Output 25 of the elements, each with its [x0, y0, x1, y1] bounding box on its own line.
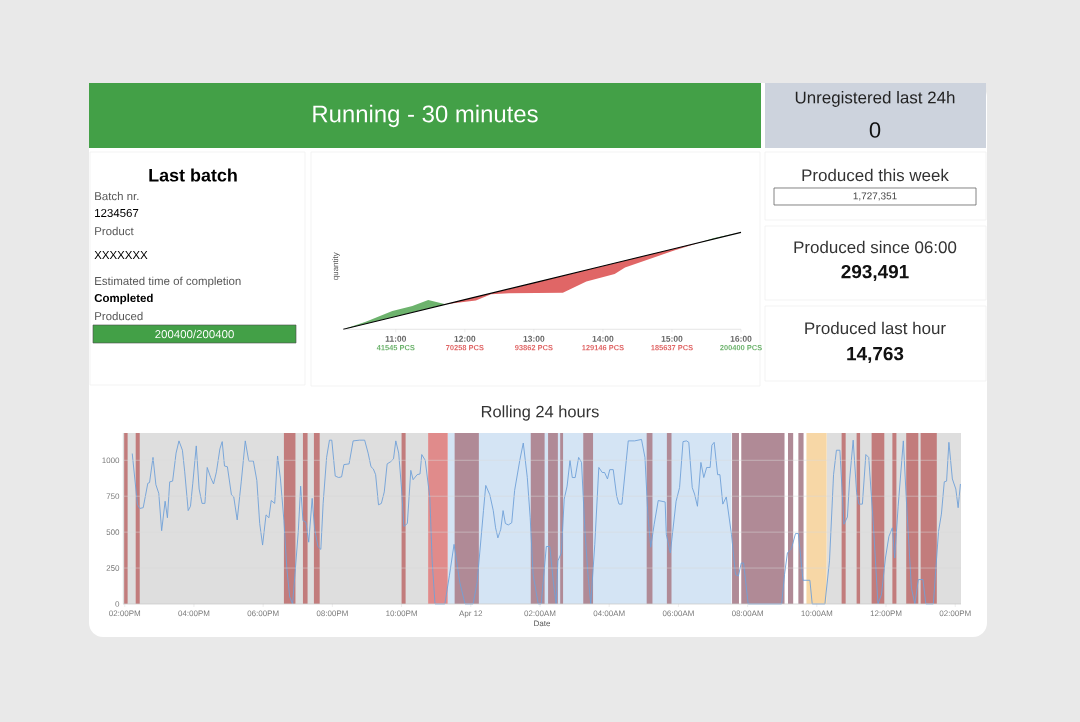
text: Product [95, 226, 134, 236]
text: Completed [94, 293, 153, 305]
text: Produced this week [802, 168, 949, 182]
text: 0 [869, 122, 881, 138]
text: Running - 30 minutes [313, 104, 538, 128]
x-tick-label: 15:00 [661, 335, 683, 342]
text: 1234567 [95, 208, 139, 218]
text: Last batch [149, 168, 237, 182]
text: Unregistered last 24h [795, 91, 955, 107]
text: Estimated time of completion [95, 276, 241, 288]
text: Produced since 06:00 [794, 240, 957, 254]
x-tick-label: 11:00 [385, 335, 407, 342]
text: 14,763 [847, 346, 904, 364]
text: XXXXXXX [94, 251, 148, 259]
x-tick-label: 12:00 [454, 335, 476, 342]
text: Produced [95, 311, 143, 321]
text: 293,491 [841, 264, 909, 282]
x-tick-label: 14:00 [592, 335, 614, 342]
chart-title: Rolling 24 hours [481, 405, 599, 421]
text: 200400/200400 [155, 329, 234, 339]
x-tick-label: 13:00 [523, 335, 545, 342]
text: 1,727,351 [853, 192, 897, 201]
text: Batch nr. [95, 191, 139, 201]
x-tick-label: 16:00 [730, 335, 752, 342]
text: Produced last hour [805, 321, 946, 335]
